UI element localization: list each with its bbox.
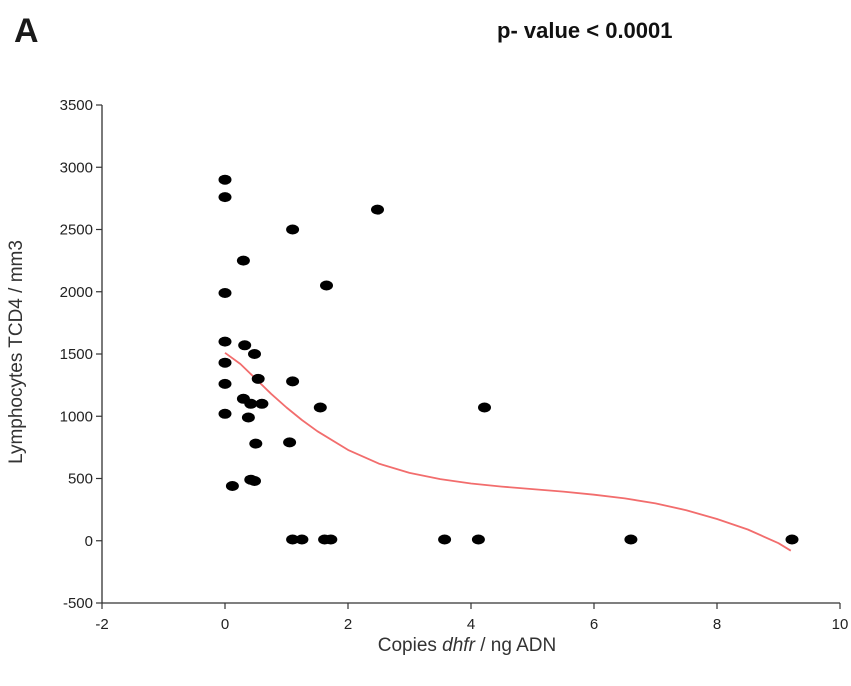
trend-curve: [224, 352, 792, 552]
x-axis-title-part-3: / ng ADN: [475, 635, 556, 656]
p-value-annotation: p- value < 0.0001: [497, 18, 673, 43]
y-tick-label: 500: [68, 471, 93, 488]
data-point: [218, 336, 232, 347]
data-point: [283, 437, 297, 448]
data-points: [218, 174, 799, 545]
data-point: [438, 534, 452, 545]
data-point: [286, 534, 300, 545]
data-point: [218, 288, 232, 298]
data-point: [236, 255, 250, 266]
data-point: [218, 192, 232, 203]
y-tick-label: -500: [63, 595, 93, 612]
data-point: [244, 398, 258, 409]
trend-curve-layer: [224, 352, 792, 552]
x-axis-title-gene: dhfr: [442, 635, 475, 656]
data-point: [785, 534, 799, 545]
axes: [96, 104, 841, 609]
data-point: [371, 204, 384, 215]
y-axis-title: Lymphocytes TCD4 / mm3: [6, 240, 27, 464]
data-point: [249, 438, 263, 449]
data-point: [286, 224, 300, 235]
x-tick-label: 6: [590, 616, 598, 633]
x-tick-label: -2: [95, 616, 108, 633]
data-point: [248, 476, 261, 486]
y-tick-label: 2000: [60, 284, 93, 301]
x-tick-label: 2: [344, 616, 352, 633]
data-point: [218, 357, 232, 368]
data-point: [255, 398, 269, 409]
data-point: [241, 412, 255, 423]
x-axis-title-part-1: Copies: [378, 635, 442, 656]
x-tick-label: 8: [713, 616, 721, 633]
y-tick-label: 3000: [60, 159, 93, 176]
panel-label: A: [14, 12, 39, 50]
data-point: [238, 340, 252, 351]
data-point: [218, 378, 232, 389]
y-tick-label: 1000: [60, 408, 93, 425]
y-tick-label: 1500: [60, 346, 93, 363]
data-point: [471, 534, 485, 545]
data-point: [218, 174, 232, 185]
tick-labels: -500 0 500 1000 1500 2000 2500 3000 3500 -2 0 2 4 6 8 1…: [60, 97, 849, 633]
y-tick-label: 3500: [60, 97, 93, 114]
x-tick-label: 10: [832, 616, 849, 633]
x-axis-title: Copies dhfr / ng ADN: [378, 635, 557, 656]
data-point: [225, 481, 239, 491]
y-tick-label: 2500: [60, 222, 93, 239]
data-point: [320, 280, 333, 291]
data-point: [248, 349, 261, 359]
data-point: [295, 534, 309, 545]
data-point: [324, 534, 338, 545]
data-point: [624, 534, 638, 545]
y-tick-label: 0: [85, 533, 93, 550]
data-point: [478, 402, 491, 413]
x-tick-label: 0: [221, 616, 229, 633]
data-point: [218, 408, 232, 419]
x-tick-label: 4: [467, 616, 475, 633]
data-point: [251, 373, 265, 384]
data-point: [286, 376, 300, 387]
data-point: [313, 402, 327, 413]
